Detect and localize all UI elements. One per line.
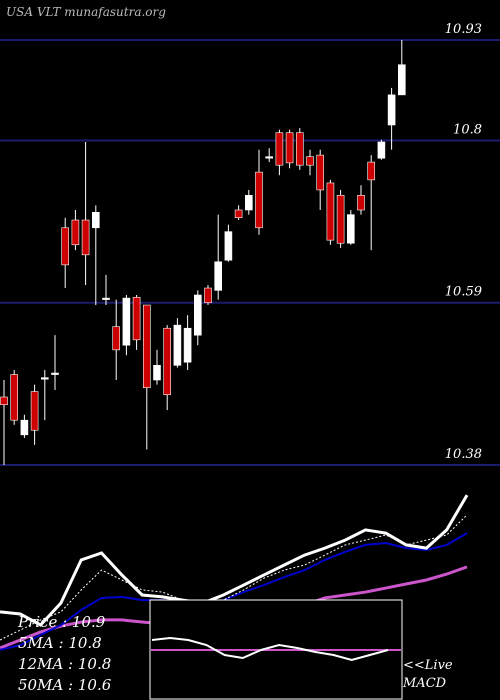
candle-body [234, 209, 243, 219]
y-tick-label: 10.38 [445, 447, 482, 462]
candle-body [326, 182, 335, 241]
candle-body [204, 287, 212, 304]
candle-body [61, 227, 70, 266]
candle-body [20, 419, 29, 436]
macd-label: MACD [402, 676, 447, 691]
legend-label: Price : 10.9 [17, 613, 106, 631]
candle-body [357, 195, 365, 211]
legend-label: 12MA : 10.8 [18, 655, 111, 673]
candle-body [143, 304, 151, 389]
series-line [0, 494, 469, 627]
candle-body [163, 327, 171, 395]
candle-body [214, 261, 222, 291]
legend-label: 50MA : 10.6 [18, 676, 112, 694]
candle-body [387, 94, 396, 126]
candle-body [306, 156, 314, 166]
candle-body [122, 297, 131, 346]
candle-body [112, 326, 120, 351]
watermark: USA VLT munafasutra.org [6, 5, 166, 19]
candle-body [224, 231, 233, 261]
y-tick-label: 10.93 [445, 22, 482, 37]
candle-body [265, 156, 274, 159]
macd-line [151, 636, 389, 662]
candle-body [71, 219, 80, 246]
candle-body [245, 195, 253, 211]
candle-body [377, 141, 386, 159]
y-tick-label: 10.8 [453, 122, 482, 137]
candle-body [92, 212, 100, 229]
candle-body [397, 64, 406, 96]
candle-body [153, 365, 161, 381]
candle-body [132, 297, 141, 341]
candle-body [285, 132, 294, 164]
candle-body [0, 396, 8, 406]
candle-body [81, 219, 90, 256]
candle-body [102, 297, 110, 300]
candle-body [255, 171, 263, 229]
series-line [0, 532, 468, 651]
candle-body [51, 372, 59, 375]
candle-body [173, 324, 182, 366]
candle-body [275, 132, 284, 166]
y-tick-label: 10.59 [445, 285, 482, 300]
candle-body [316, 154, 325, 191]
candle-body [30, 391, 39, 431]
candle-body [367, 161, 376, 181]
candle-body [336, 195, 345, 244]
candle-body [183, 327, 192, 363]
candle-body [194, 294, 202, 336]
candle-body [10, 374, 18, 421]
candle-body [346, 214, 355, 244]
macd-label: <<Live [403, 658, 453, 673]
candle-body [295, 132, 304, 166]
candle-body [40, 377, 49, 380]
series-line [0, 514, 468, 641]
legend-label: 5MA : 10.8 [18, 634, 102, 652]
